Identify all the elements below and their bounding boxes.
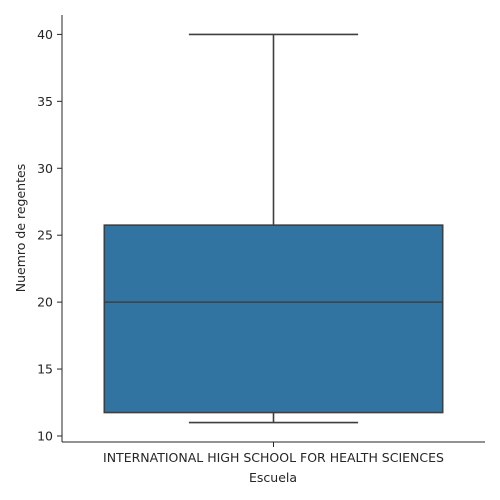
y-tick-label: 40 [37,27,53,42]
y-tick-label: 25 [37,228,53,243]
iqr-box [103,224,444,414]
y-tick-label: 15 [37,362,53,377]
y-tick-label: 30 [37,161,53,176]
y-tick-label: 10 [37,428,53,443]
boxes [103,33,444,424]
y-tick-label: 20 [37,295,53,310]
y-ticks: 10 15 20 25 30 35 40 [37,27,62,443]
y-axis-label: Nuemro de regentes [13,164,28,292]
plot-area: 10 15 20 25 30 35 40 INTERNATIONAL HIGH SCHOOL… [37,15,485,465]
x-tick-label: INTERNATIONAL HIGH SCHOOL FOR HEALTH SCI… [103,450,444,465]
x-axis-label: Escuela [249,470,297,485]
x-ticks: INTERNATIONAL HIGH SCHOOL FOR HEALTH SCI… [103,442,444,465]
y-tick-label: 35 [37,94,53,109]
